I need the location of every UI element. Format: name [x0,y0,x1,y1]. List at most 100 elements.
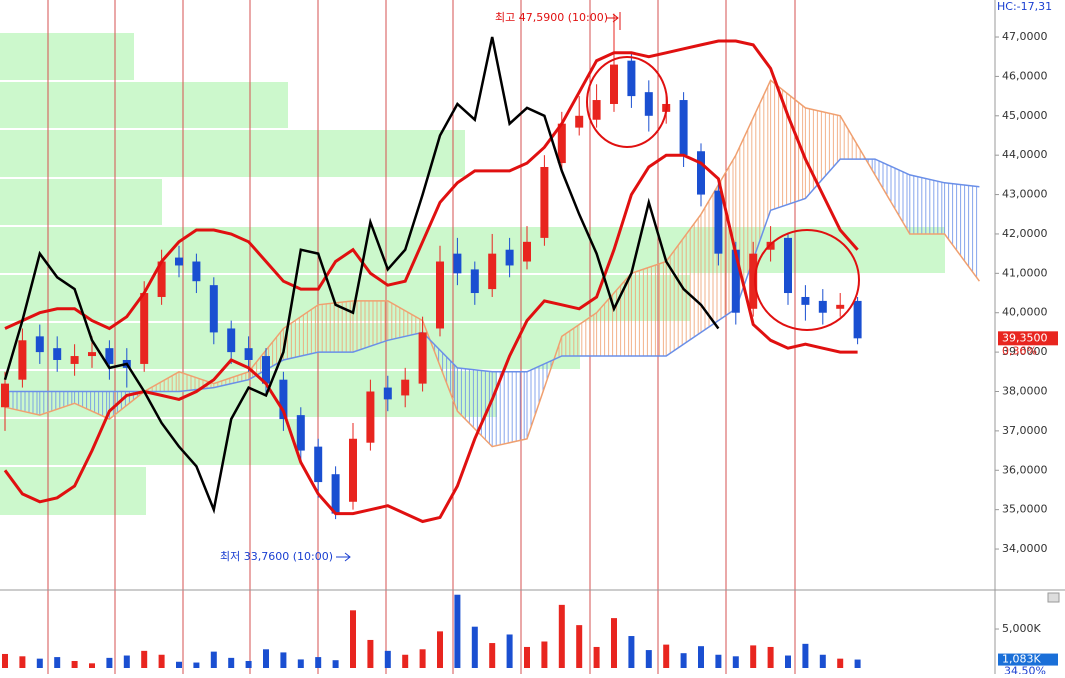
candle-body [53,348,62,360]
candle-body [105,348,114,364]
candle-body [157,261,166,297]
candle-body [279,379,288,420]
volume-bar [698,646,704,668]
y-tick-label: 41,0000 [1002,266,1048,279]
volume-tick-label: 5,000K [1002,622,1041,635]
candle-body [697,151,705,195]
volume-bar [332,660,339,668]
volume-bar [419,649,426,668]
low-arrow [336,552,351,562]
y-tick-label: 40,0000 [1002,306,1048,319]
volume-bar [750,645,757,668]
volume-bar [297,659,304,668]
volume-bar [663,644,670,668]
candle-body [70,356,79,364]
candle-body [679,100,688,156]
profile-band [0,33,134,80]
panel-button[interactable] [1047,592,1060,603]
profile-band [0,82,288,128]
profile-band [0,323,580,369]
candle-body [505,249,514,266]
volume-bar [506,634,513,668]
volume-bar [245,660,252,668]
y-tick-label: 42,0000 [1002,227,1048,240]
bollinger-lower [3,153,858,524]
candle-body [88,352,96,357]
volume-bar [454,594,461,668]
volume-bar [210,651,217,668]
volume-bar [611,618,617,668]
profile-band [0,467,146,515]
candle-body [418,332,427,384]
volume-bar [437,631,443,668]
volume-bar [645,650,652,668]
candle-body [540,166,549,238]
volume-bar [819,654,826,668]
y-tick-label: 39,0000 [1002,345,1048,358]
change-label: 0,36% [1002,344,1037,357]
low-note: 최저 33,7600 (10:00) [220,550,333,563]
volume-bar [384,650,391,668]
candle-body [349,438,357,502]
volume-tag [998,653,1058,666]
candle-body [366,391,375,443]
candle-body [1,383,9,408]
y-tick-label: 36,0000 [1002,463,1048,476]
candle-body [470,269,479,294]
volume-bar [280,652,287,668]
volume-bar [367,639,374,668]
candle-body [784,237,792,294]
y-tick-label: 47,0000 [1002,30,1048,43]
price-tag-label: 39,3500 [1002,331,1048,344]
candle-body [749,253,758,309]
candle-body [436,261,444,329]
bollinger-upper [4,39,859,331]
candle-body [836,304,845,309]
volume-bar [19,656,26,668]
y-tick-label: 38,0000 [1002,384,1048,397]
volume-bar [541,641,548,668]
volume-bar [837,658,844,668]
volume-bar [732,656,739,668]
profile-band [0,227,945,273]
volume-bar [71,660,78,668]
y-tick-label: 44,0000 [1002,148,1048,161]
volume-bar [593,646,600,668]
candle-body [818,300,827,313]
candle-body [244,348,253,360]
plot: 34,0000 35,0000 36,0000 37,0000 38,0000 39,00… [1,13,1058,678]
candle-body [314,446,323,483]
candle-body [401,379,410,396]
candle-body [766,241,775,250]
volume-bar [263,649,269,668]
span-a [4,79,981,448]
volume-bar [106,657,113,668]
volume-bar [123,655,130,668]
y-tick-label: 46,0000 [1002,69,1048,82]
candle-body [227,328,236,353]
volume-bar [89,663,95,668]
volume-bar [2,653,8,668]
candle-body [731,249,740,313]
candle-body [627,60,636,97]
volume-tag-label: 1,083K [1002,653,1041,666]
profile-band [0,130,465,177]
profile-band [0,419,300,465]
y-tick-label: 43,0000 [1002,188,1048,201]
highlight-circle [754,229,860,331]
volume-bar [176,661,182,668]
volume-bar [54,657,61,668]
volume-bar [802,643,809,668]
volume-bar [558,604,565,668]
high-note: 최고 47,5900 (10:00) [495,11,608,24]
candle-body [801,296,810,305]
y-tick-label: 37,0000 [1002,424,1048,437]
volume-bar [680,653,687,668]
profile-band [0,275,690,321]
volume-bar [471,626,478,668]
candle-body [453,253,462,274]
volume-bar [576,625,583,668]
header: HC:-17,31 [997,0,1052,13]
high-arrow [606,12,621,30]
volume-bar [36,658,43,668]
